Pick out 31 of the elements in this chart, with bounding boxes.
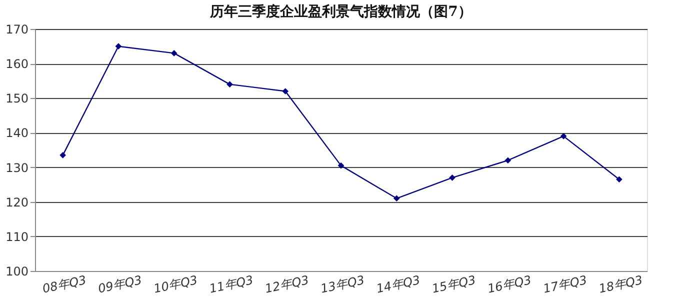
y-tick-label: 140 — [6, 126, 28, 140]
point — [226, 81, 233, 88]
x-tick-label: 14年Q3 — [375, 272, 422, 296]
point — [560, 133, 567, 140]
y-tick-label: 170 — [6, 22, 28, 36]
point — [504, 157, 512, 164]
point — [616, 176, 622, 183]
x-tick-label: 10年Q3 — [152, 272, 199, 296]
point — [115, 43, 122, 50]
y-tick-label: 120 — [6, 195, 28, 210]
chart-title: 历年三季度企业盈利景气指数情况（图7） — [209, 3, 472, 20]
y-tick-label: 110 — [6, 230, 28, 244]
x-tick-label: 08年Q3 — [41, 272, 88, 296]
point — [449, 174, 456, 181]
x-tick-label: 15年Q3 — [430, 272, 477, 296]
y-tick-label: 130 — [6, 160, 28, 175]
x-tick-label: 16年Q3 — [486, 272, 533, 296]
point — [60, 152, 66, 158]
x-tick-label: 18年Q3 — [598, 272, 644, 296]
x-tick-label: 13年Q3 — [319, 272, 366, 296]
point — [338, 162, 344, 169]
x-tick-label: 12年Q3 — [264, 272, 310, 296]
y-tick-label: 100 — [6, 264, 28, 278]
x-tick-label: 09年Q3 — [96, 272, 144, 296]
x-tick-label: 11年Q3 — [208, 272, 254, 296]
x-tick-label: 17年Q3 — [542, 272, 588, 296]
point — [282, 88, 289, 94]
y-tick-label: 150 — [6, 92, 28, 106]
y-tick-label: 160 — [6, 57, 28, 72]
point — [170, 50, 178, 56]
point — [393, 195, 400, 202]
